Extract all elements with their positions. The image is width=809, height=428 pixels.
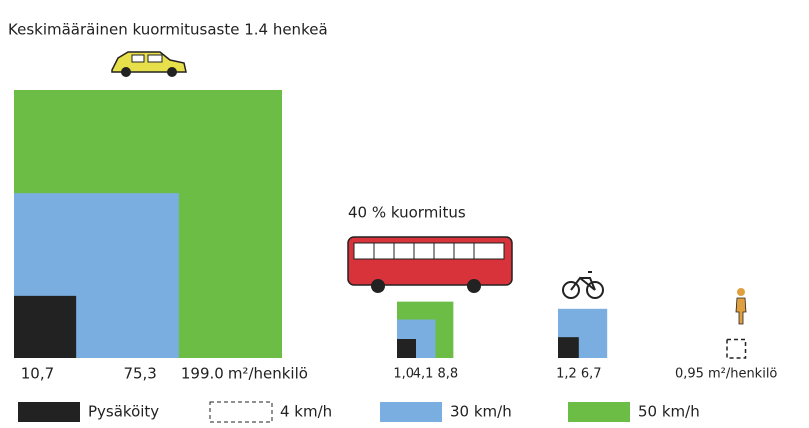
legend-label: 50 km/h xyxy=(638,403,700,421)
legend-label: 30 km/h xyxy=(450,403,512,421)
value-label: 8,8 xyxy=(437,367,458,382)
area-square xyxy=(558,337,579,358)
annotation: 40 % kuormitus xyxy=(348,204,466,222)
car-icon xyxy=(112,52,186,77)
value-label: 1,0 xyxy=(393,367,414,382)
value-label: 1,2 xyxy=(556,367,577,382)
value-label: 10,7 xyxy=(21,365,54,383)
legend-label: Pysäköity xyxy=(88,403,159,421)
chart-title: Keskimääräinen kuormitusaste 1.4 henkeä xyxy=(8,21,328,39)
legend-label: 4 km/h xyxy=(280,403,332,421)
unit-label: m²/henkilö xyxy=(228,365,308,383)
unit-label: m²/henkilö xyxy=(708,367,777,382)
pedestrian-icon xyxy=(736,288,746,324)
bus-icon xyxy=(348,237,512,293)
legend-swatch xyxy=(380,402,442,422)
area-square xyxy=(14,296,76,358)
legend-swatch xyxy=(210,402,272,422)
value-label: 199.0 xyxy=(181,365,224,383)
value-label: 4,1 xyxy=(413,367,434,382)
value-label: 6,7 xyxy=(581,367,602,382)
value-label: 0,95 xyxy=(675,367,704,382)
legend-swatch xyxy=(18,402,80,422)
area-square xyxy=(397,339,416,358)
area-square xyxy=(727,339,746,358)
legend-swatch xyxy=(568,402,630,422)
bike-icon xyxy=(563,272,603,298)
chart: Keskimääräinen kuormitusaste 1.4 henkeä … xyxy=(0,0,809,428)
value-label: 75,3 xyxy=(123,365,156,383)
